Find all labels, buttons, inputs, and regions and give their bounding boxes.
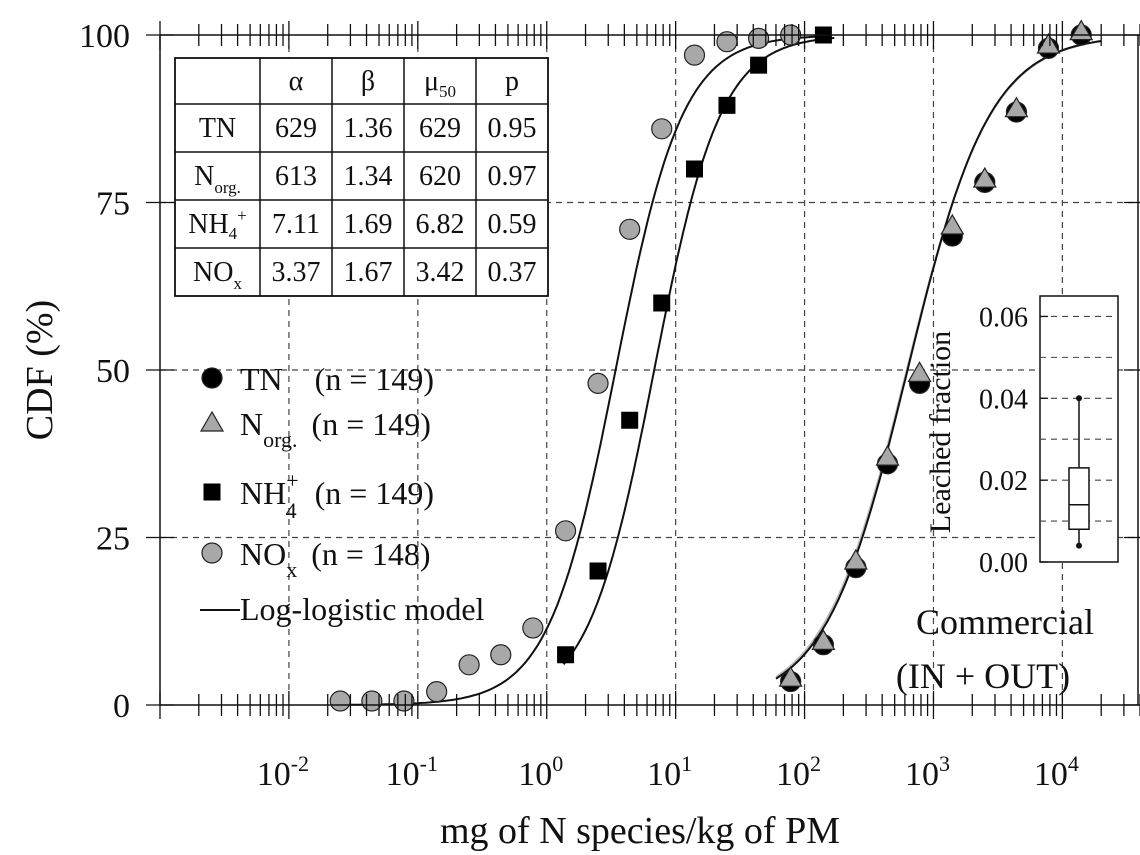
data-point-nh [589,562,607,580]
y-axis-label: CDF (%) [19,300,61,440]
x-tick-label: 10-1 [386,751,438,793]
data-point-nh [621,411,639,429]
data-point-n [907,361,932,382]
table-row-label: NOx [193,257,242,293]
table-row-label: Norg. [194,161,241,197]
inset-boxplot: 0.00 0.02 0.04 0.06 Leached fraction [924,295,1119,579]
data-point-no [329,690,351,712]
y-tick-label: 75 [96,186,130,223]
table-cell: 620 [419,161,461,192]
legend-marker-nh [203,483,221,501]
table-cell: 629 [275,113,317,144]
legend-marker-tn [201,367,223,389]
table-cell: 1.67 [344,257,393,288]
table-header: μ50 [424,66,456,101]
data-point-n [940,213,965,235]
table-cell: 7.11 [272,209,320,240]
data-point-no [458,654,480,676]
data-point-no [651,118,673,140]
table-cell: 3.42 [416,257,465,288]
table-header: α [289,66,304,97]
table-row-label: TN [199,113,236,144]
table-cell: 0.37 [488,257,537,288]
legend-model-label: Log-logistic model [240,591,485,627]
table-header: p [505,66,519,97]
table-row-label: NH4+ [188,206,247,243]
table-frame [174,57,549,297]
legend: TN (n = 149) Norg. (n = 149) NH+ 4 (n = 149) NO… [199,361,485,627]
inset-y-tick-label: 0.02 [979,466,1028,497]
annotation-line-2: (IN + OUT) [896,656,1070,696]
y-tick-label: 0 [113,688,130,725]
x-tick-label: 103 [905,751,950,793]
table-cell: 1.36 [344,113,393,144]
data-point-n [778,666,803,687]
table-cell: 6.82 [416,209,465,240]
y-tick-label: 50 [96,353,130,390]
data-point-nh [557,646,575,664]
legend-label-no: NOx (n = 148) [240,536,431,582]
table-cell: 0.95 [488,113,537,144]
parameter-table: α β μ50 p TN 629 1.36 629 0.95 Norg. 613 1.34 620 0.9… [174,57,549,297]
axes: 0 25 50 75 100 10-2 10-1 100 101 102 103 104 [79,18,1140,793]
data-point-n [811,629,836,650]
data-point-no [522,617,544,639]
legend-marker-n [199,410,225,432]
data-point-no [554,520,577,542]
data-point-no [683,44,706,66]
x-tick-label: 104 [1034,751,1079,793]
table-cell: 3.37 [272,257,321,288]
data-point-nh [718,96,736,114]
data-point-no [393,690,415,712]
x-tick-label: 101 [647,751,692,793]
data-point-n [843,548,868,570]
inset-y-label: Leached fraction [924,331,957,533]
inset-box [1068,467,1090,531]
table-cell: 0.59 [488,209,537,240]
data-point-n [972,166,997,188]
x-tick-label: 10-2 [257,751,309,793]
legend-marker-no [201,542,223,564]
table-cell: 1.69 [344,209,393,240]
inset-y-tick-label: 0.00 [979,548,1028,579]
inset-y-tick-label: 0.06 [979,302,1028,333]
table-cell: 629 [419,113,461,144]
table-header: β [361,66,375,97]
x-tick-label: 102 [776,751,821,793]
data-point-no [619,218,641,240]
data-point-no [426,680,448,703]
x-tick-label: 100 [518,751,563,793]
data-point-n [1004,96,1029,118]
y-tick-label: 25 [96,521,130,558]
annotation-line-1: Commercial [916,602,1094,642]
data-point-nh [750,56,768,74]
y-tick-label: 100 [79,18,130,55]
x-axis-label: mg of N species/kg of PM [440,810,840,852]
legend-label-tn: TN (n = 149) [240,361,434,397]
data-point-nh [653,294,671,312]
data-point-no [490,644,512,666]
table-cell: 613 [275,161,317,192]
inset-min-point [1076,542,1082,549]
model-curve-nox [350,35,828,706]
data-point-no [587,372,609,394]
table-cell: 1.34 [344,161,393,192]
legend-label-n: Norg. (n = 149) [240,406,431,452]
legend-label-nh: NH+ 4 (n = 149) [240,468,434,523]
data-point-n [875,444,900,466]
inset-y-tick-label: 0.04 [979,384,1028,415]
data-point-nh [685,160,703,178]
table-cell: 0.97 [488,161,537,192]
inset-max-point [1076,395,1082,402]
